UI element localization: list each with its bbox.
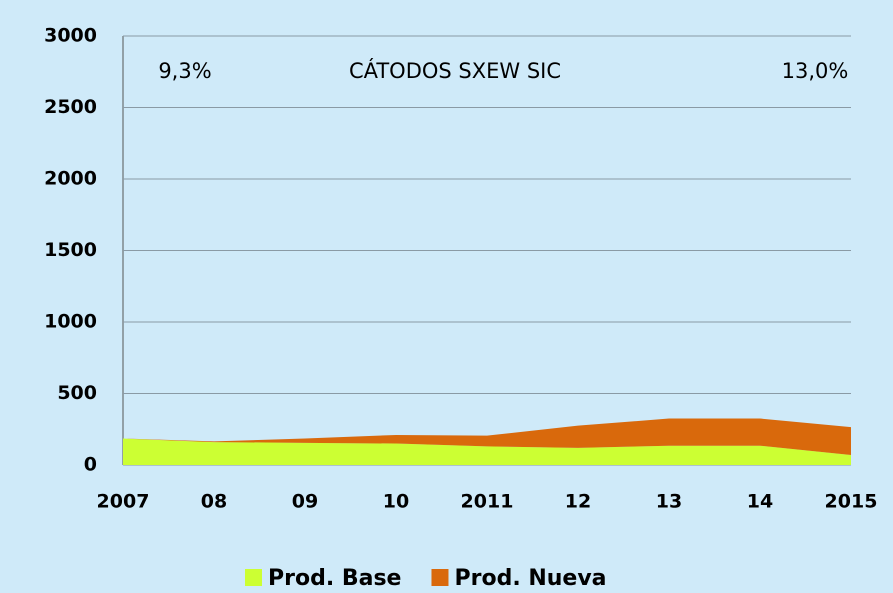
y-tick-label: 1500 <box>44 239 97 261</box>
x-tick-label: 13 <box>656 491 682 513</box>
annotation: 9,3% <box>158 59 211 83</box>
legend-swatch <box>245 569 262 586</box>
legend-label: Prod. Base <box>268 566 401 591</box>
x-tick-label: 14 <box>747 491 773 513</box>
y-tick-label: 500 <box>57 382 97 404</box>
legend-label: Prod. Nueva <box>454 566 606 591</box>
x-tick-label: 2011 <box>461 491 514 513</box>
y-tick-label: 3000 <box>44 25 97 47</box>
x-tick-label: 12 <box>565 491 591 513</box>
y-tick-label: 1000 <box>44 311 97 333</box>
chart: CÁTODOS SXEW SIC 9,3% 13,0% 0 500 1000 1500… <box>0 0 893 593</box>
x-tick-label: 09 <box>292 491 318 513</box>
x-tick-label: 2007 <box>97 491 150 513</box>
annotation: 13,0% <box>782 59 849 83</box>
legend-swatch <box>431 569 448 586</box>
x-tick-label: 2015 <box>825 491 878 513</box>
x-tick-label: 08 <box>201 491 227 513</box>
chart-title: CÁTODOS SXEW SIC <box>349 58 561 83</box>
y-tick-label: 0 <box>84 454 97 476</box>
x-tick-label: 10 <box>383 491 409 513</box>
y-tick-label: 2000 <box>44 168 97 190</box>
y-tick-label: 2500 <box>44 96 97 118</box>
